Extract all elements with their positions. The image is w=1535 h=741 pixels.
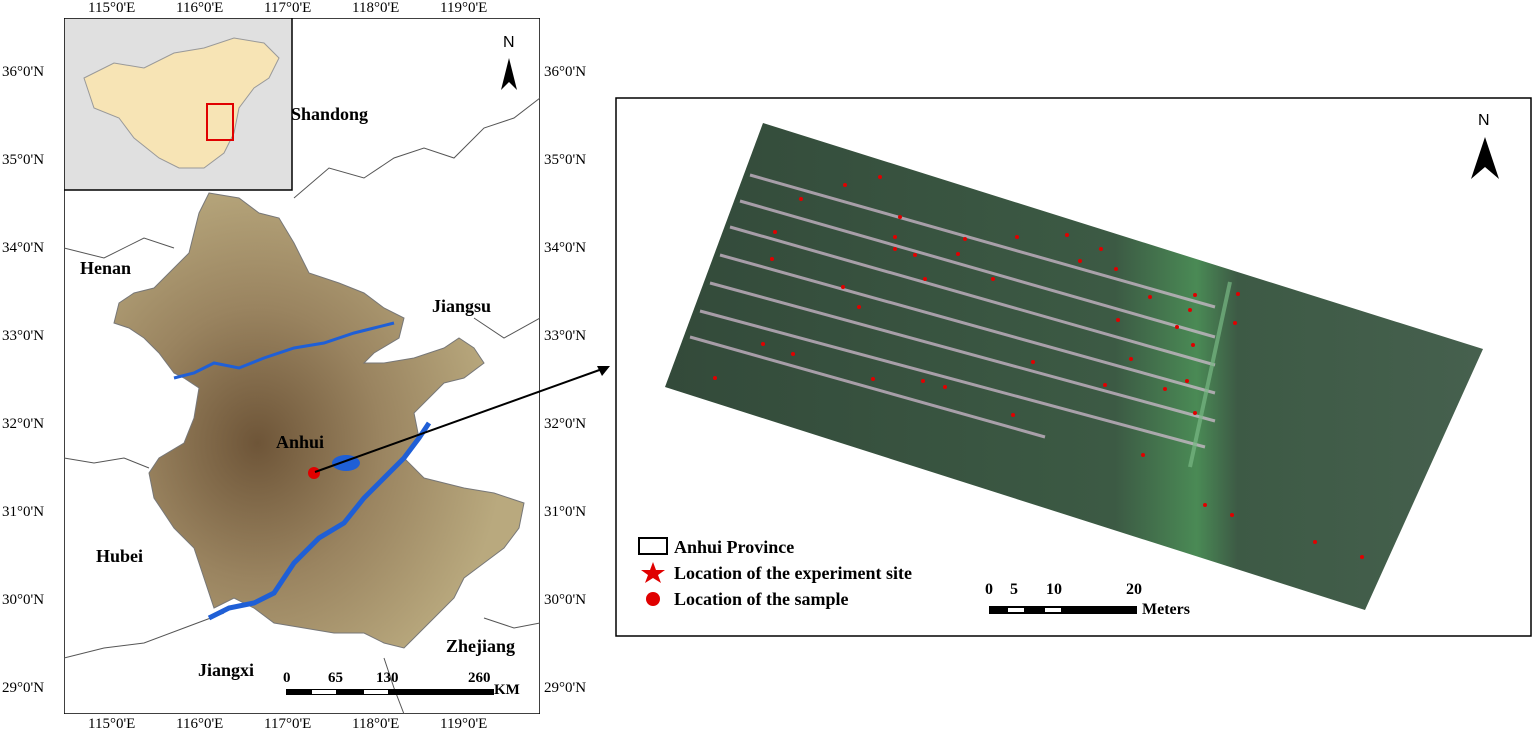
legend-sample-dot-icon <box>646 592 660 606</box>
label-hubei: Hubei <box>96 546 144 566</box>
left-lat-tick: 34°0'N <box>2 240 45 256</box>
right-lat-tick: 32°0'N <box>544 416 587 432</box>
label-jiangsu: Jiangsu <box>432 296 492 316</box>
left-lat-tick: 35°0'N <box>2 152 45 168</box>
left-scale-label: 130 <box>376 670 399 686</box>
field-image <box>665 123 1483 610</box>
legend-site-star-icon <box>641 562 665 583</box>
left-lat-tick: 32°0'N <box>2 416 45 432</box>
legend-province-label: Anhui Province <box>674 537 795 557</box>
left-scale-label: 65 <box>328 670 343 686</box>
connector-arrow <box>314 366 610 473</box>
right-lat-tick: 30°0'N <box>544 592 587 608</box>
bottom-lon-tick: 115°0'E <box>88 716 136 732</box>
left-scale-unit: KM <box>494 682 520 698</box>
left-scale-label: 260 <box>468 670 491 686</box>
legend-province-icon <box>638 537 668 555</box>
left-lat-tick: 36°0'N <box>2 64 45 80</box>
top-lon-tick: 119°0'E <box>440 0 488 16</box>
label-shandong: Shandong <box>291 104 369 124</box>
china-outline <box>83 37 280 169</box>
bottom-lon-tick: 117°0'E <box>264 716 312 732</box>
yangtze-river <box>207 421 432 621</box>
right-lat-tick: 36°0'N <box>544 64 587 80</box>
right-lat-tick: 34°0'N <box>544 240 587 256</box>
left-north-arrow-icon <box>501 58 517 90</box>
label-jiangxi: Jiangxi <box>198 660 255 680</box>
legend-site-label: Location of the experiment site <box>674 563 912 583</box>
left-lat-tick: 29°0'N <box>2 680 45 696</box>
right-scale-label: 10 <box>1046 581 1062 598</box>
experiment-site-star <box>308 467 320 479</box>
right-lat-tick: 35°0'N <box>544 152 587 168</box>
right-lat-tick: 31°0'N <box>544 504 587 520</box>
top-lon-tick: 115°0'E <box>88 0 136 16</box>
label-zhejiang: Zhejiang <box>446 636 516 656</box>
left-scale-bar <box>286 689 494 695</box>
right-scale-unit: Meters <box>1142 601 1190 618</box>
left-scale-label: 0 <box>283 670 291 686</box>
right-north-arrow-icon <box>1471 137 1499 179</box>
right-scale-label: 0 <box>985 581 993 598</box>
inset-highlight <box>206 103 234 141</box>
sample-dots <box>713 175 1364 559</box>
bottom-lon-tick: 118°0'E <box>352 716 400 732</box>
right-lat-tick: 33°0'N <box>544 328 587 344</box>
top-lon-tick: 118°0'E <box>352 0 400 16</box>
left-north-label: N <box>503 34 515 51</box>
anhui-province-shape <box>113 192 525 649</box>
bottom-lon-tick: 116°0'E <box>176 716 224 732</box>
right-scale-bar <box>989 606 1137 614</box>
right-scale-label: 20 <box>1126 581 1142 598</box>
left-lat-tick: 33°0'N <box>2 328 45 344</box>
right-lat-tick: 29°0'N <box>544 680 587 696</box>
bottom-lon-tick: 119°0'E <box>440 716 488 732</box>
label-henan: Henan <box>80 258 132 278</box>
legend-sample-label: Location of the sample <box>674 589 849 609</box>
right-north-label: N <box>1478 112 1490 129</box>
top-lon-tick: 116°0'E <box>176 0 224 16</box>
huai-river <box>173 321 395 380</box>
top-lon-tick: 117°0'E <box>264 0 312 16</box>
left-map-frame <box>64 18 540 714</box>
right-scale-label: 5 <box>1010 581 1018 598</box>
left-lat-tick: 30°0'N <box>2 592 45 608</box>
right-map-frame <box>615 97 1532 637</box>
left-lat-tick: 31°0'N <box>2 504 45 520</box>
field-strips <box>689 173 1216 449</box>
label-anhui: Anhui <box>276 432 325 452</box>
